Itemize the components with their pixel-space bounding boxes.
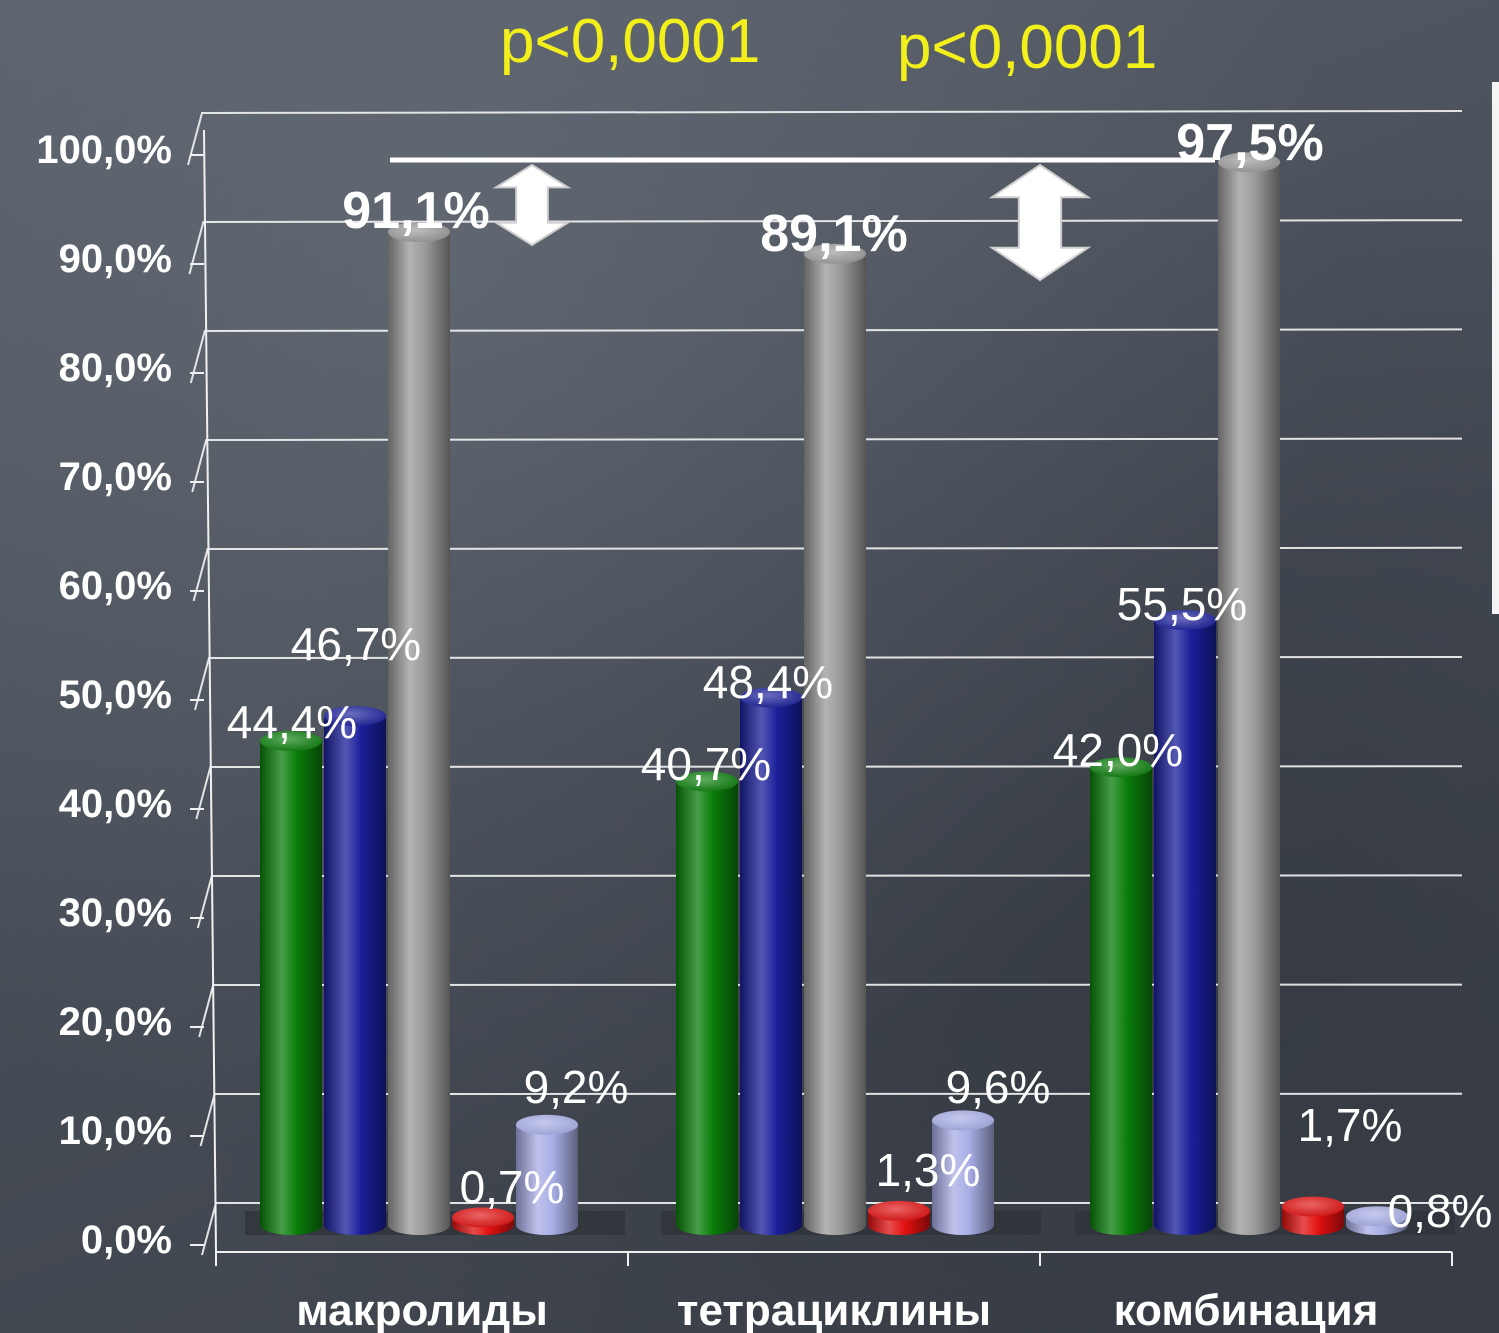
bar: [1154, 610, 1216, 1235]
x-category-label: комбинация: [1114, 1286, 1379, 1333]
y-tick-label: 50,0%: [59, 673, 172, 717]
bar: [1218, 152, 1280, 1235]
x-axis: макролиды тетрациклины комбинация: [215, 1251, 1453, 1333]
gridline: [189, 328, 1463, 384]
gridline: [191, 437, 1463, 493]
data-label: 0,7%: [460, 1161, 565, 1213]
bar: [932, 1110, 994, 1235]
y-axis-line: [203, 129, 217, 1253]
data-label: 1,3%: [876, 1144, 981, 1196]
data-label: 46,7%: [291, 618, 421, 670]
bar: [676, 771, 738, 1235]
legend-panel-edge: [1492, 82, 1499, 614]
data-label: 0,8%: [1388, 1185, 1493, 1237]
data-label: 1,7%: [1298, 1099, 1403, 1151]
bar: [868, 1200, 930, 1235]
double-arrow-icon: [492, 163, 572, 247]
bar: [388, 222, 450, 1235]
data-label: 91,1%: [342, 182, 489, 240]
y-tick-label: 60,0%: [59, 564, 172, 608]
bar: [1346, 1206, 1408, 1235]
y-tick-label: 30,0%: [59, 891, 172, 935]
bar: [1090, 757, 1152, 1235]
y-tick-label: 90,0%: [59, 237, 172, 281]
data-label: 9,2%: [524, 1061, 629, 1113]
p-value-right: p<0,0001: [897, 13, 1158, 82]
y-tick-label: 20,0%: [59, 1000, 172, 1044]
y-tick-label: 70,0%: [59, 455, 172, 499]
bar: [452, 1207, 514, 1235]
data-label: 40,7%: [641, 738, 771, 790]
gridline: [187, 110, 1463, 166]
y-axis-ticks: 0,0% 10,0% 20,0% 30,0% 40,0% 50,0% 60,0% 70,0% 8…: [36, 128, 217, 1262]
data-label: 97,5%: [1176, 114, 1323, 172]
y-tick-label: 0,0%: [81, 1218, 172, 1262]
double-arrow-icon: [988, 163, 1092, 282]
x-category-label: тетрациклины: [677, 1286, 991, 1333]
bar: [804, 243, 866, 1235]
bars: [260, 152, 1408, 1235]
y-tick-label: 10,0%: [59, 1109, 172, 1153]
bar: [324, 705, 386, 1235]
data-label: 89,1%: [760, 205, 907, 263]
bar: [740, 687, 802, 1235]
data-label: 48,4%: [703, 656, 833, 708]
y-tick-label: 40,0%: [59, 782, 172, 826]
bar: [1282, 1196, 1344, 1235]
y-tick-label: 100,0%: [36, 128, 172, 172]
data-label: 42,0%: [1053, 724, 1183, 776]
bar: [516, 1114, 578, 1235]
bar: [260, 731, 322, 1235]
data-label: 55,5%: [1117, 578, 1247, 630]
comparison-markers: [390, 157, 1215, 282]
x-category-label: макролиды: [296, 1286, 548, 1333]
p-value-left: p<0,0001: [500, 7, 761, 76]
data-label: 44,4%: [227, 696, 357, 748]
y-tick-label: 80,0%: [59, 346, 172, 390]
data-label: 9,6%: [946, 1061, 1051, 1113]
